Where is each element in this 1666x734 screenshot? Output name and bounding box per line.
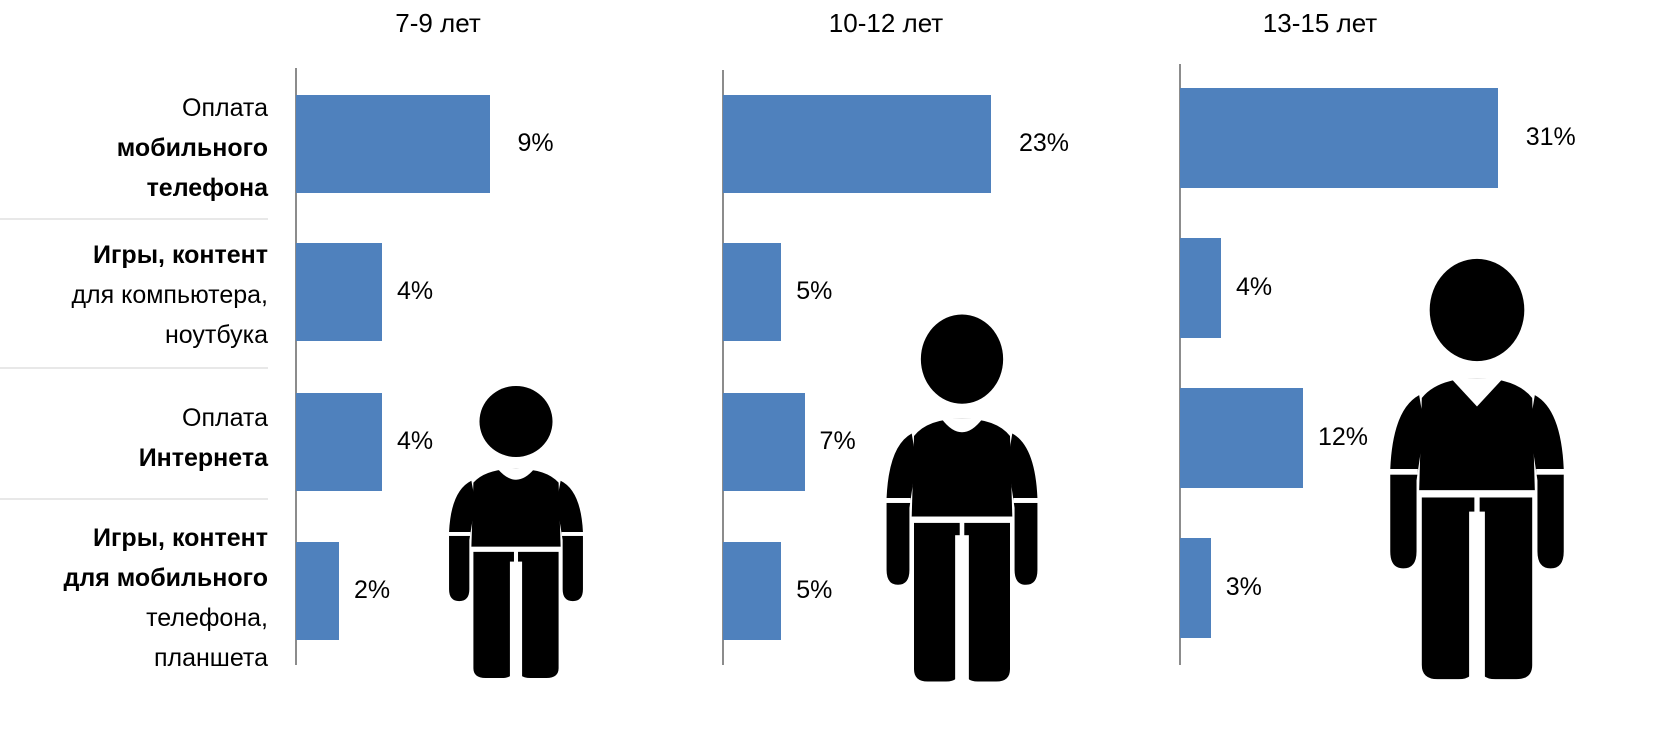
category-label-line: Оплата xyxy=(182,404,268,432)
boy-figure-icon xyxy=(885,314,1039,684)
category-separator xyxy=(0,218,268,220)
bar xyxy=(1180,538,1211,638)
bar xyxy=(1180,238,1221,338)
category-label: Игры, контент для мобильного телефона, план… xyxy=(0,518,268,678)
teen-figure-icon xyxy=(1388,258,1566,682)
data-label: 4% xyxy=(397,427,434,455)
category-label-line: Интернета xyxy=(138,444,268,472)
category-separator xyxy=(0,498,268,500)
data-label: 4% xyxy=(397,277,434,305)
panel-title: 10-12 лет xyxy=(828,8,944,38)
category-label-line: планшета xyxy=(153,644,268,672)
bar xyxy=(1180,88,1498,188)
bar xyxy=(296,542,339,640)
category-label-line: телефона xyxy=(146,174,268,202)
data-label: 3% xyxy=(1225,573,1262,601)
data-label: 23% xyxy=(1018,129,1069,157)
data-label: 12% xyxy=(1318,423,1369,451)
child-figure-icon xyxy=(448,385,584,680)
category-axis xyxy=(295,68,297,665)
bar xyxy=(1180,388,1303,488)
data-label: 5% xyxy=(796,277,833,305)
bar xyxy=(723,243,782,341)
panel-title: 13-15 лет xyxy=(1262,8,1378,38)
category-label-line: Игры, контент xyxy=(93,524,268,552)
category-label: Игры, контент для компьютера, ноутбука xyxy=(0,235,268,355)
category-label-line: Оплата xyxy=(182,94,268,122)
category-axis xyxy=(722,70,724,665)
bar xyxy=(296,243,382,341)
category-label-line: для компьютера, xyxy=(71,281,268,309)
category-label-line: ноутбука xyxy=(164,321,268,349)
category-label: Оплата Интернета xyxy=(0,398,268,478)
data-label: 31% xyxy=(1525,123,1576,151)
category-label-line: для мобильного xyxy=(63,564,268,592)
data-label: 5% xyxy=(796,576,833,604)
category-separator xyxy=(0,367,268,369)
bar xyxy=(296,393,382,491)
category-label: Оплата мобильного телефона xyxy=(0,88,268,208)
bar xyxy=(723,542,782,640)
bar xyxy=(723,393,805,491)
data-label: 4% xyxy=(1236,273,1273,301)
data-label: 2% xyxy=(354,576,391,604)
bar xyxy=(723,95,991,193)
category-label-line: Игры, контент xyxy=(93,241,268,269)
bar xyxy=(296,95,490,193)
panel-title: 7-9 лет xyxy=(395,8,481,38)
category-axis xyxy=(1179,64,1181,665)
data-label: 9% xyxy=(517,129,554,157)
category-label-line: мобильного xyxy=(116,134,268,162)
category-label-line: телефона, xyxy=(146,604,268,632)
data-label: 7% xyxy=(819,427,856,455)
